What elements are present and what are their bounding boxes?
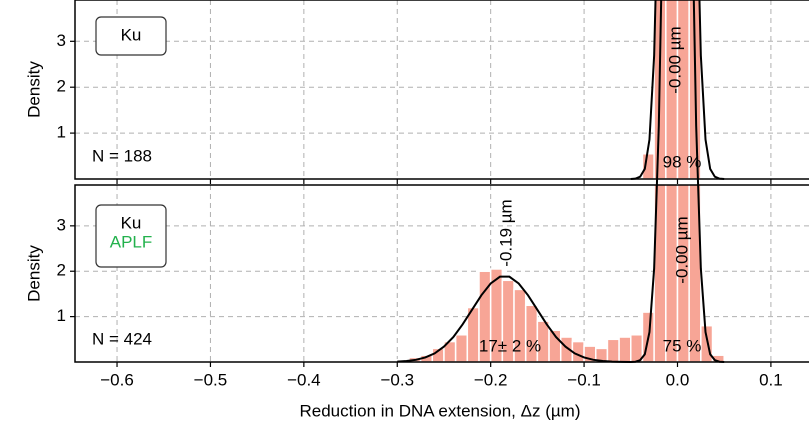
y-tick-label: 2 bbox=[57, 77, 66, 96]
y-tick-label: 3 bbox=[57, 215, 66, 234]
frame bbox=[74, 184, 809, 363]
fit-curve bbox=[630, 0, 725, 180]
annotation: 98 % bbox=[663, 152, 702, 171]
y-tick-label: 1 bbox=[57, 123, 66, 142]
x-tick-label: −0.2 bbox=[474, 370, 508, 389]
annotation: 17± 2 % bbox=[479, 336, 541, 355]
x-tick-label: −0.4 bbox=[287, 370, 321, 389]
bar bbox=[665, 185, 679, 362]
x-tick-label: −0.3 bbox=[380, 370, 414, 389]
annotation: -0.00 µm bbox=[665, 26, 684, 93]
legend-box bbox=[95, 16, 167, 56]
legend-box bbox=[95, 204, 167, 268]
bar bbox=[606, 338, 620, 362]
legend-entry: Ku bbox=[121, 213, 142, 232]
bar bbox=[676, 185, 690, 362]
annotation: 75 % bbox=[663, 336, 702, 355]
x-tick-label: −0.5 bbox=[194, 370, 228, 389]
y-axis-label: Density bbox=[24, 61, 43, 118]
frame bbox=[74, 0, 809, 180]
legend-entry: APLF bbox=[110, 232, 153, 251]
sample-size: N = 188 bbox=[92, 146, 152, 165]
x-tick-label: −0.1 bbox=[567, 370, 601, 389]
y-tick-label: 1 bbox=[57, 306, 66, 325]
x-tick-label: −0.6 bbox=[100, 370, 134, 389]
bar bbox=[454, 334, 469, 362]
x-tick-label: 0.0 bbox=[666, 370, 690, 389]
bar bbox=[676, 0, 690, 179]
annotation: -0.19 µm bbox=[496, 199, 515, 266]
y-axis-label: Density bbox=[24, 245, 43, 302]
x-axis-label: Reduction in DNA extension, Δz (µm) bbox=[300, 401, 581, 420]
bar bbox=[665, 0, 679, 179]
plot-area bbox=[75, 185, 809, 362]
bar bbox=[618, 336, 632, 362]
bar bbox=[700, 324, 714, 362]
annotation: -0.00 µm bbox=[672, 216, 691, 283]
y-tick-label: 3 bbox=[57, 31, 66, 50]
x-tick-label: 0.1 bbox=[759, 370, 783, 389]
sample-size: N = 424 bbox=[92, 329, 152, 348]
y-tick-label: 2 bbox=[57, 261, 66, 280]
legend-entry: Ku bbox=[121, 25, 142, 44]
